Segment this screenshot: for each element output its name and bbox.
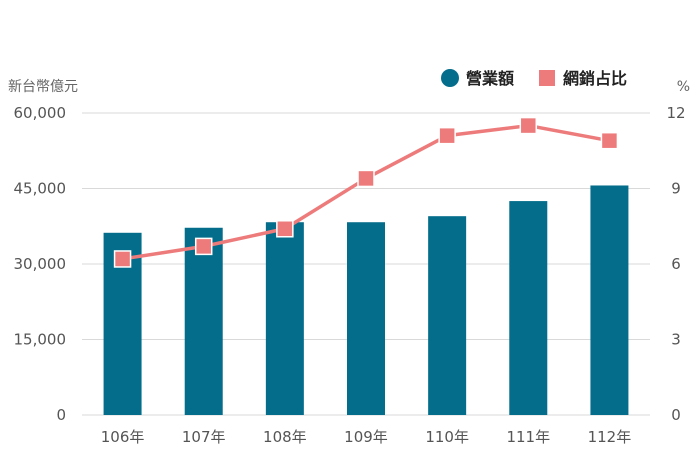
bar bbox=[265, 222, 304, 415]
right-tick-label: 6 bbox=[671, 255, 681, 273]
x-tick-label: 108年 bbox=[263, 428, 307, 446]
x-tick-label: 112年 bbox=[588, 428, 632, 446]
right-tick-label: 3 bbox=[671, 331, 681, 349]
x-tick-label: 107年 bbox=[182, 428, 226, 446]
legend-bar-swatch bbox=[441, 69, 459, 87]
x-tick-label: 110年 bbox=[425, 428, 469, 446]
line-point bbox=[600, 131, 619, 150]
right-tick-label: 0 bbox=[671, 406, 681, 424]
left-tick-label: 15,000 bbox=[14, 331, 67, 349]
left-tick-label: 0 bbox=[56, 406, 66, 424]
bar bbox=[509, 201, 548, 415]
line-point bbox=[113, 250, 132, 268]
right-tick-label: 9 bbox=[671, 180, 681, 198]
axis-ticks: 0 0 15,000 3 30,000 6 45,000 9 60,000 12 106年 107年 1… bbox=[14, 104, 686, 446]
bar bbox=[347, 222, 385, 415]
line-point bbox=[519, 116, 538, 135]
right-tick-label: 12 bbox=[666, 104, 685, 122]
left-axis-unit: 新台幣億元 bbox=[8, 79, 78, 95]
line-point bbox=[276, 220, 294, 238]
legend-line-swatch bbox=[539, 70, 555, 86]
line-point bbox=[194, 237, 213, 256]
x-tick-label: 111年 bbox=[506, 428, 550, 446]
left-tick-label: 30,000 bbox=[14, 255, 67, 273]
x-tick-label: 106年 bbox=[101, 428, 145, 446]
right-axis-unit: % bbox=[677, 79, 690, 95]
bar bbox=[184, 227, 223, 415]
line-series bbox=[113, 116, 619, 268]
line-point bbox=[438, 126, 456, 145]
line-point bbox=[357, 169, 375, 188]
legend-bar-label: 營業額 bbox=[466, 69, 514, 88]
legend: 營業額 網銷占比 bbox=[441, 69, 627, 88]
bar-series bbox=[103, 185, 629, 415]
legend-line-label: 網銷占比 bbox=[563, 69, 627, 88]
x-tick-label: 109年 bbox=[344, 428, 388, 446]
bar bbox=[590, 185, 629, 415]
bar bbox=[428, 216, 467, 415]
left-tick-label: 45,000 bbox=[14, 180, 67, 198]
left-tick-label: 60,000 bbox=[14, 104, 67, 122]
